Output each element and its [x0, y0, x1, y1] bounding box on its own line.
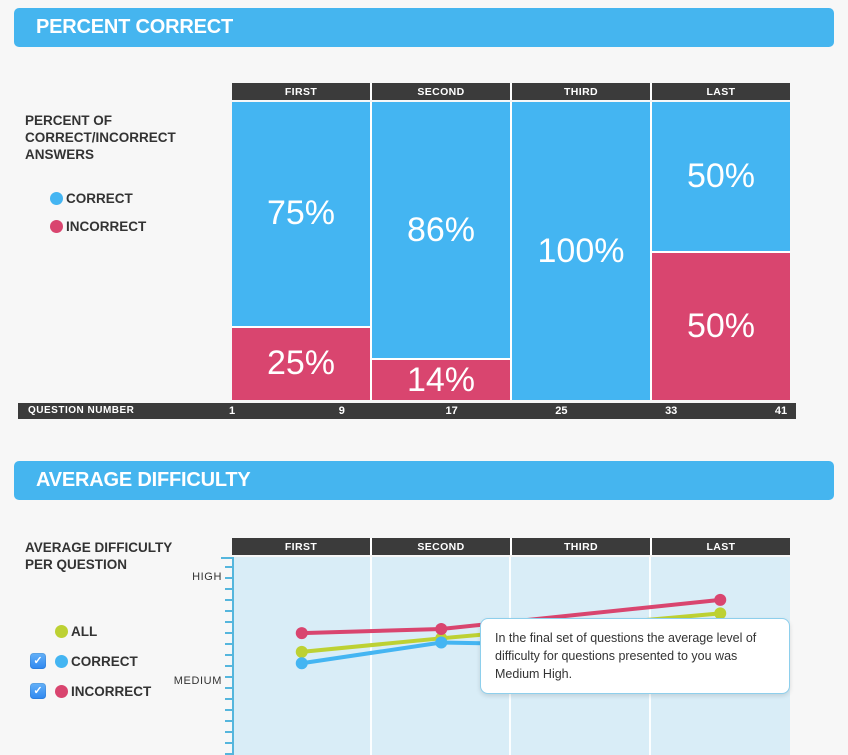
bar-column-last: 50% 50% — [652, 102, 790, 400]
legend-item-incorrect: ✓ INCORRECT — [30, 676, 151, 706]
question-number-axis: QUESTION NUMBER 1 9 17 25 33 41 — [18, 403, 796, 419]
panel-title-line: CORRECT/INCORRECT — [25, 130, 176, 145]
bar-segment-incorrect-second: 14% — [372, 358, 510, 400]
column-header-second: SECOND — [372, 538, 510, 555]
column-header-last: LAST — [652, 83, 790, 100]
average-difficulty-title: AVERAGE DIFFICULTY — [36, 469, 251, 491]
percent-correct-legend: CORRECT INCORRECT — [50, 184, 146, 240]
bar-chart-column-headers: FIRST SECOND THIRD LAST — [232, 83, 790, 100]
checkbox-slot: ✓ — [30, 683, 55, 699]
line-chart-column-headers: FIRST SECOND THIRD LAST — [232, 538, 790, 555]
y-axis-line — [232, 557, 234, 755]
percent-correct-section-header: PERCENT CORRECT — [14, 8, 834, 47]
x-tick-25: 25 — [555, 405, 568, 417]
column-header-first: FIRST — [232, 538, 370, 555]
legend-label-all: ALL — [71, 623, 98, 639]
percent-correct-title: PERCENT CORRECT — [36, 16, 234, 38]
panel-title-line: AVERAGE DIFFICULTY — [25, 540, 173, 555]
point-correct-first — [295, 657, 308, 670]
panel-title-line: ANSWERS — [25, 147, 95, 162]
legend-label-incorrect: INCORRECT — [71, 683, 152, 699]
stacked-bar-chart: 75% 25% 86% 14% 100% 50% 50% — [232, 102, 790, 400]
correct-legend-dot — [55, 654, 68, 668]
column-header-last: LAST — [652, 538, 790, 555]
column-header-third: THIRD — [512, 538, 650, 555]
bar-value-label: 14% — [406, 360, 476, 399]
point-incorrect-last — [714, 593, 727, 606]
column-header-first: FIRST — [232, 83, 370, 100]
x-tick-1: 1 — [228, 405, 236, 417]
incorrect-legend-dot — [50, 219, 63, 233]
bar-segment-correct-second: 86% — [372, 102, 510, 359]
point-all-last — [714, 607, 727, 620]
panel-title-line: PER QUESTION — [25, 557, 128, 572]
point-correct-second — [435, 636, 448, 649]
correct-legend-dot — [50, 191, 63, 205]
gridline — [370, 557, 372, 755]
legend-item-correct: ✓ CORRECT — [30, 646, 151, 676]
bar-segment-incorrect-last: 50% — [652, 251, 790, 400]
legend-item-all: ALL — [30, 616, 151, 646]
checkbox-slot: ✓ — [30, 653, 55, 669]
bar-value-label: 75% — [266, 194, 336, 233]
column-header-second: SECOND — [372, 83, 510, 100]
bar-value-label: 86% — [406, 210, 476, 249]
bar-segment-correct-first: 75% — [232, 102, 370, 326]
checkbox-incorrect[interactable]: ✓ — [30, 683, 46, 699]
bar-segment-incorrect-first: 25% — [232, 325, 370, 400]
legend-item-correct: CORRECT — [50, 184, 146, 212]
bar-value-label: 50% — [686, 307, 756, 345]
legend-label-correct: CORRECT — [66, 190, 133, 206]
x-tick-41: 41 — [774, 405, 788, 417]
y-axis-ticks — [225, 557, 232, 755]
difficulty-tooltip: In the final set of questions the averag… — [480, 618, 790, 694]
bar-segment-correct-last: 50% — [652, 102, 790, 251]
point-incorrect-second — [435, 622, 448, 635]
bar-column-third: 100% — [512, 102, 650, 400]
bar-value-label: 25% — [266, 344, 336, 383]
average-difficulty-panel-title: AVERAGE DIFFICULTY PER QUESTION — [25, 539, 172, 573]
all-legend-dot — [55, 624, 68, 638]
question-number-axis-label: QUESTION NUMBER — [28, 405, 135, 416]
bar-column-second: 86% 14% — [372, 102, 510, 400]
bar-segment-correct-third: 100% — [512, 102, 650, 400]
bar-value-label: 100% — [537, 231, 625, 270]
point-incorrect-first — [295, 627, 308, 640]
legend-label-correct: CORRECT — [71, 653, 138, 669]
percent-correct-panel-title: PERCENT OF CORRECT/INCORRECT ANSWERS — [25, 112, 176, 163]
y-axis-label-high: HIGH — [192, 571, 222, 583]
panel-title-line: PERCENT OF — [25, 113, 113, 128]
x-tick-17: 17 — [445, 405, 458, 417]
average-difficulty-section-header: AVERAGE DIFFICULTY — [14, 461, 834, 500]
incorrect-legend-dot — [55, 684, 68, 698]
bar-value-label: 50% — [686, 157, 756, 195]
legend-label-incorrect: INCORRECT — [66, 218, 147, 234]
difficulty-lines-svg — [295, 593, 727, 670]
column-header-third: THIRD — [512, 83, 650, 100]
checkbox-correct[interactable]: ✓ — [30, 653, 46, 669]
y-axis-top-tick — [221, 557, 232, 559]
bar-column-first: 75% 25% — [232, 102, 370, 400]
legend-item-incorrect: INCORRECT — [50, 212, 146, 240]
point-all-first — [295, 645, 308, 658]
y-axis-label-medium: MEDIUM — [173, 675, 222, 687]
x-tick-9: 9 — [338, 405, 345, 417]
average-difficulty-legend: ALL ✓ CORRECT ✓ INCORRECT — [30, 616, 151, 706]
x-tick-33: 33 — [665, 405, 678, 417]
